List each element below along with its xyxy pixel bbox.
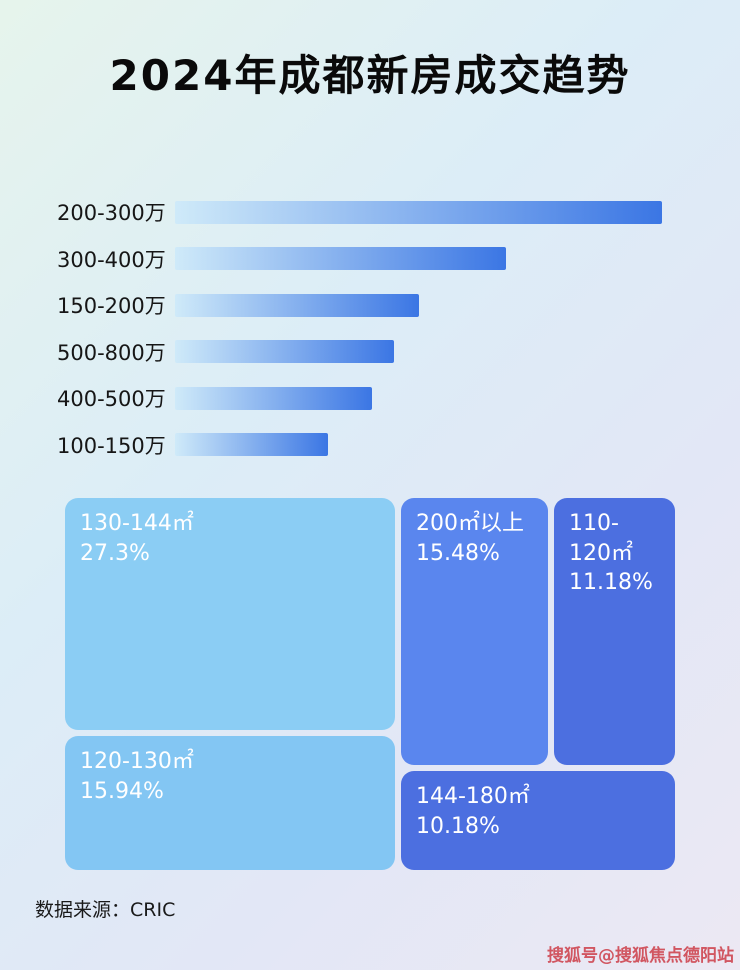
bar-track bbox=[175, 433, 662, 457]
bar-row: 400-500万 bbox=[57, 375, 740, 422]
treemap-block: 130-144㎡ 27.3% bbox=[65, 498, 395, 730]
bar-label: 500-800万 bbox=[57, 340, 166, 365]
bar-track bbox=[175, 340, 662, 364]
bar bbox=[175, 433, 329, 457]
bar-track bbox=[175, 293, 662, 317]
bar-label: 150-200万 bbox=[57, 294, 166, 319]
treemap-block: 144-180㎡ 10.18% bbox=[401, 771, 675, 870]
treemap-block-value: 10.18% bbox=[416, 813, 500, 839]
bar-label: 200-300万 bbox=[57, 201, 166, 226]
data-source-label: 数据来源：CRIC bbox=[35, 899, 176, 921]
bar bbox=[175, 247, 507, 271]
treemap-block-label: 144-180㎡ bbox=[416, 784, 530, 809]
treemap-chart: 130-144㎡ 27.3% 200㎡以上 15.48% 110-120㎡ 11… bbox=[65, 498, 675, 870]
bar bbox=[175, 293, 419, 317]
bar-track bbox=[175, 247, 662, 271]
treemap-block-label: 110-120㎡ bbox=[569, 511, 633, 566]
bar-row: 300-400万 bbox=[57, 236, 740, 283]
treemap-block: 110-120㎡ 11.18% bbox=[554, 498, 675, 765]
treemap-block-label: 120-130㎡ bbox=[80, 749, 194, 774]
treemap-block-value: 27.3% bbox=[80, 540, 150, 566]
bar-track bbox=[175, 386, 662, 410]
bar-chart: 200-300万 300-400万 150-200万 500-800万 400-… bbox=[0, 189, 740, 468]
bar-track bbox=[175, 200, 662, 224]
treemap-block: 200㎡以上 15.48% bbox=[401, 498, 548, 765]
bar-row: 500-800万 bbox=[57, 329, 740, 376]
bar-row: 100-150万 bbox=[57, 422, 740, 469]
watermark: 搜狐号@搜狐焦点德阳站 bbox=[547, 946, 734, 966]
treemap-block-label: 200㎡以上 bbox=[416, 511, 524, 536]
bar bbox=[175, 386, 373, 410]
bar bbox=[175, 200, 662, 224]
bar-label: 100-150万 bbox=[57, 433, 166, 458]
treemap-block: 120-130㎡ 15.94% bbox=[65, 736, 395, 870]
bar bbox=[175, 340, 395, 364]
treemap-block-label: 130-144㎡ bbox=[80, 511, 194, 536]
treemap-block-value: 11.18% bbox=[569, 570, 653, 596]
page-title: 2024年成都新房成交趋势 bbox=[109, 51, 631, 100]
bar-label: 400-500万 bbox=[57, 387, 166, 412]
bar-row: 150-200万 bbox=[57, 282, 740, 329]
bar-row: 200-300万 bbox=[57, 189, 740, 236]
treemap-block-value: 15.94% bbox=[80, 778, 164, 804]
bar-label: 300-400万 bbox=[57, 247, 166, 272]
treemap-block-value: 15.48% bbox=[416, 540, 500, 566]
